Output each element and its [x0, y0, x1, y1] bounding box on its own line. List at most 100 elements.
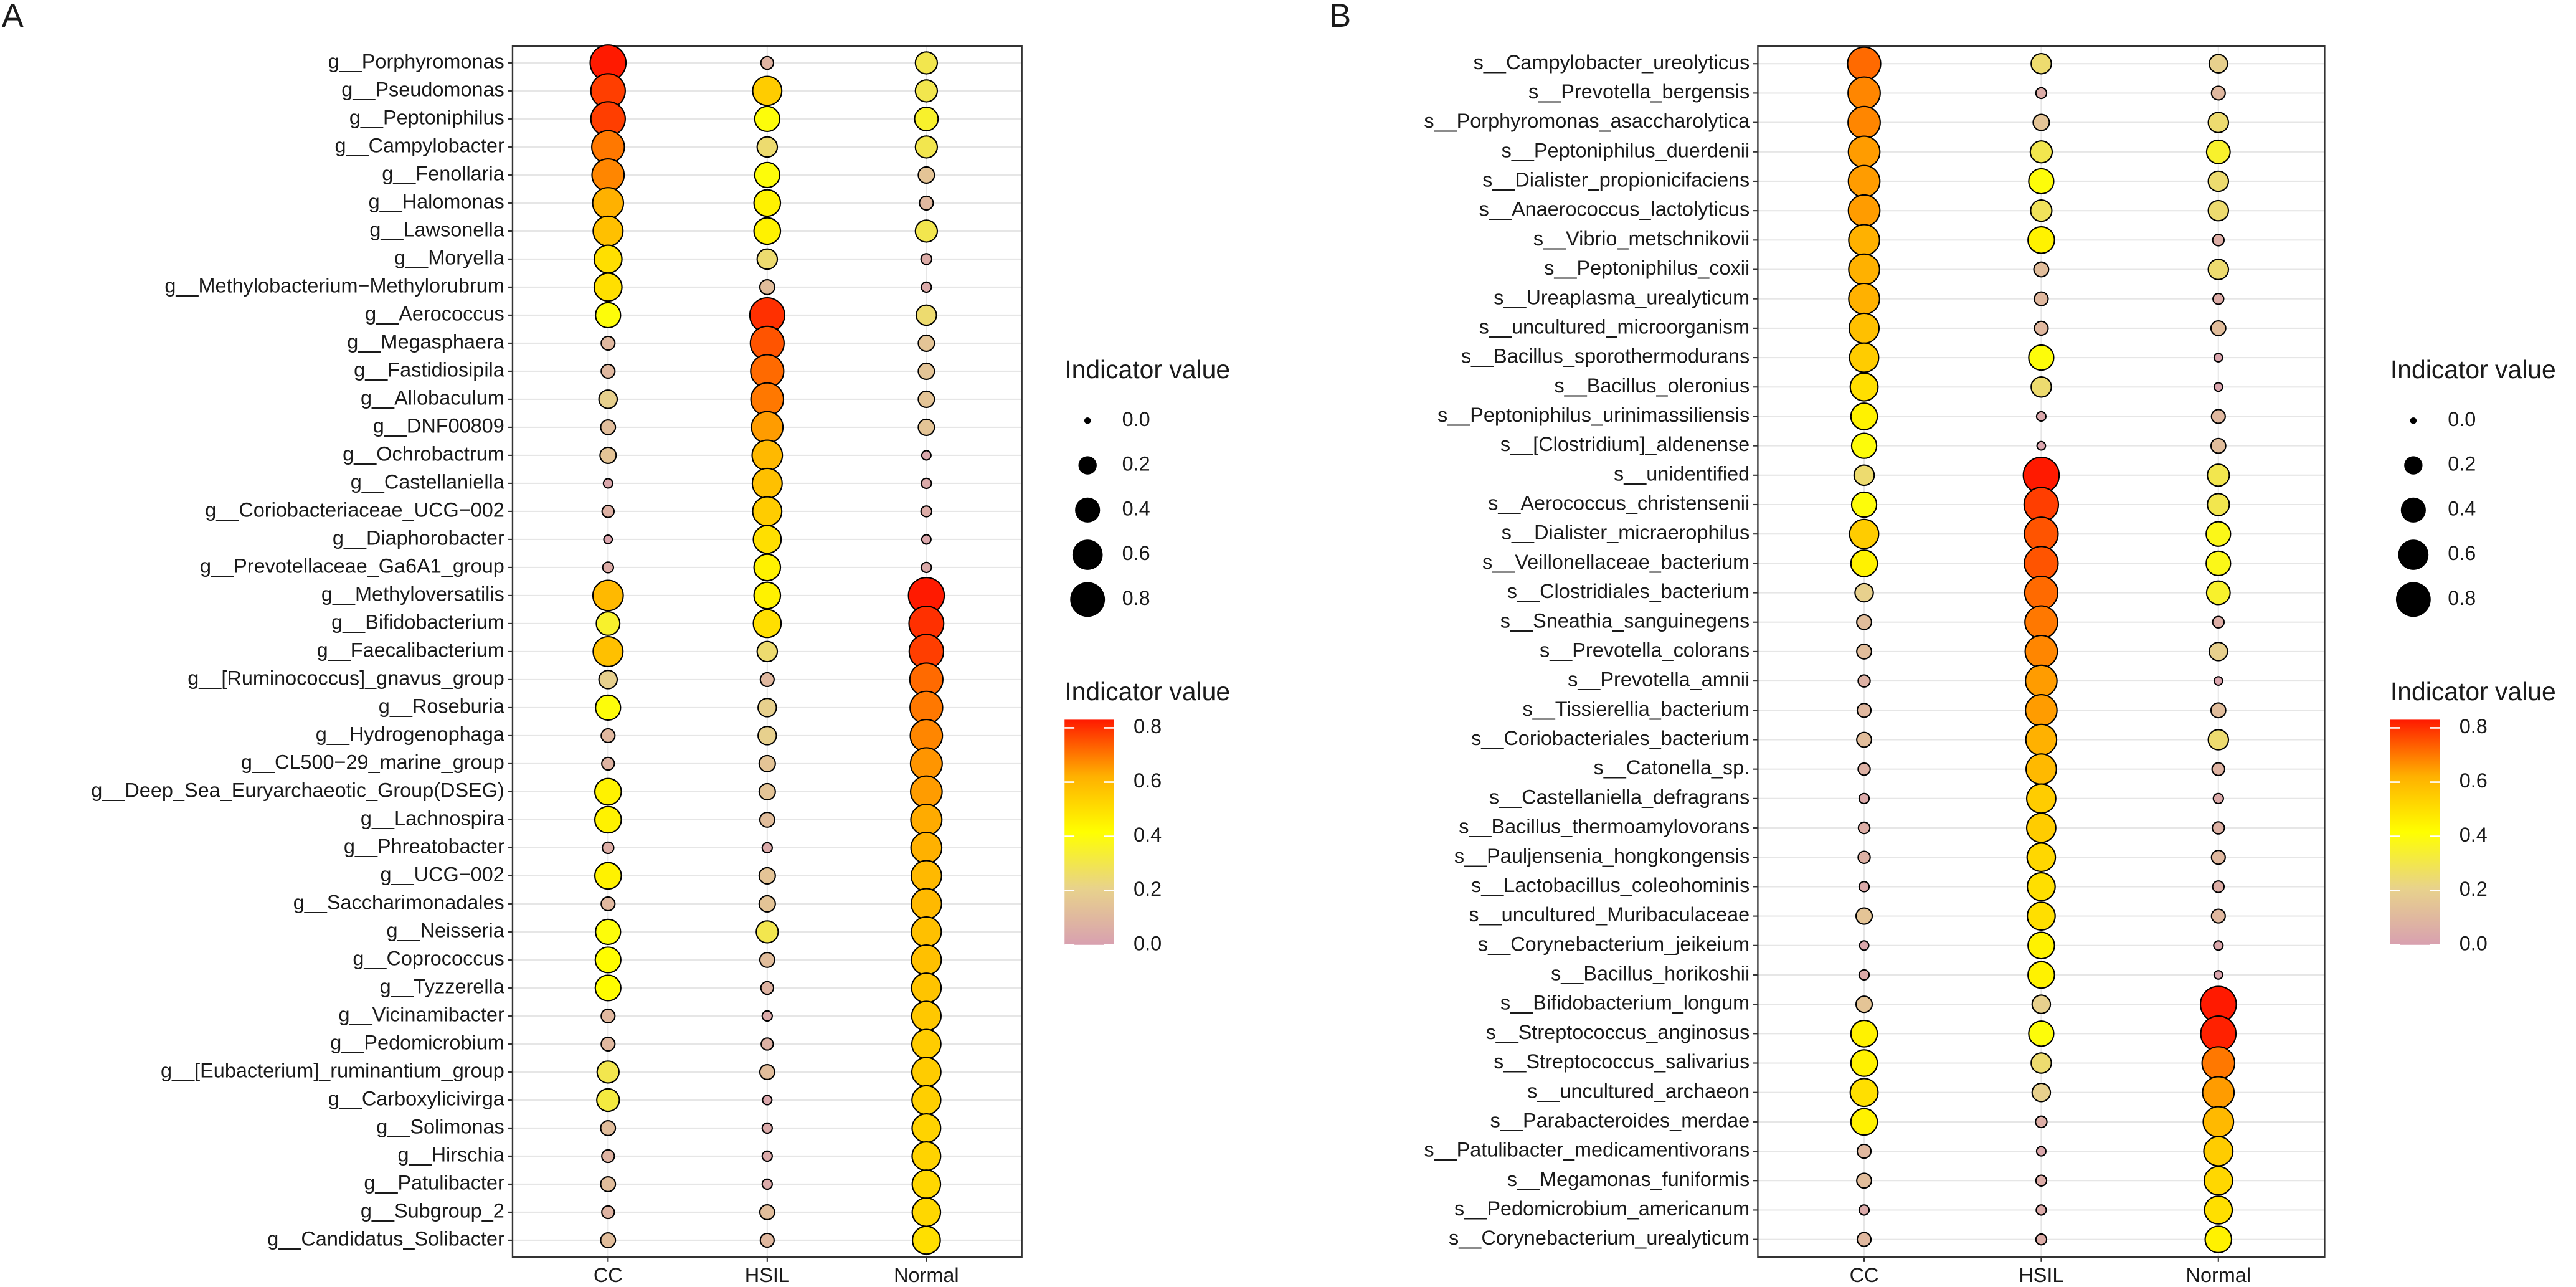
size-legend-label: 0.8: [2448, 587, 2476, 609]
y-tick-label: s__Tissierellia_bacterium: [1522, 698, 1750, 720]
dot: [919, 195, 934, 211]
dot: [911, 1141, 942, 1171]
dot: [758, 895, 776, 913]
y-tick-label: g__Coriobacteriaceae_UCG−002: [205, 498, 504, 521]
y-tick-label: s__Dialister_propionicifaciens: [1482, 169, 1750, 191]
y-tick-label: g__Castellaniella: [351, 470, 505, 493]
dot: [910, 888, 942, 920]
dot: [592, 635, 624, 667]
dot: [917, 418, 935, 436]
dot: [2203, 1136, 2234, 1167]
dot: [601, 1205, 615, 1220]
y-tick-label: g__Prevotellaceae_Ga6A1_group: [200, 554, 504, 577]
dot: [2202, 1106, 2235, 1138]
dot: [1847, 76, 1881, 110]
dot: [758, 867, 776, 885]
y-tick-label: g__Neisseria: [386, 919, 504, 941]
dot: [1847, 135, 1881, 169]
dot: [753, 581, 782, 610]
y-tick-label: s__Campylobacter_ureolyticus: [1474, 51, 1750, 74]
dot: [2035, 1115, 2048, 1129]
size-legend-title: Indicator value: [1064, 355, 1230, 384]
dot: [1850, 1108, 1878, 1136]
dot: [601, 505, 615, 518]
dot: [1858, 1204, 1870, 1216]
dot: [2027, 872, 2056, 901]
dot: [598, 389, 618, 409]
dot: [2028, 344, 2055, 371]
dot: [2024, 516, 2059, 552]
colorbar: [2390, 719, 2440, 945]
dot: [2025, 723, 2058, 756]
dot: [2030, 1052, 2052, 1074]
y-tick-label: s__Prevotella_bergensis: [1528, 80, 1750, 103]
dot: [911, 1197, 942, 1227]
dot: [1848, 253, 1880, 286]
y-tick-label: g__Pedomicrobium: [330, 1031, 504, 1053]
y-tick-label: g__Bifidobacterium: [331, 610, 504, 633]
dot: [921, 561, 932, 574]
dot: [1847, 194, 1881, 227]
dot: [761, 1178, 773, 1190]
dot: [911, 1113, 942, 1143]
dot: [600, 335, 616, 351]
dot: [596, 1060, 620, 1084]
dot: [593, 272, 623, 302]
dot: [920, 505, 933, 518]
y-tick-label: g__Ochrobactrum: [343, 442, 504, 465]
dot: [761, 1010, 773, 1022]
y-tick-label: g__Lawsonella: [369, 218, 504, 240]
dot: [2027, 226, 2055, 254]
dot: [2210, 908, 2226, 924]
y-tick-label: g__Megasphaera: [347, 330, 504, 353]
dot: [917, 390, 935, 408]
dot: [761, 1150, 773, 1162]
y-tick-label: s__Pedomicrobium_americanum: [1454, 1197, 1750, 1220]
dot: [2213, 970, 2223, 980]
dot: [761, 1122, 773, 1134]
dot: [2213, 676, 2223, 686]
dot: [2024, 605, 2058, 639]
dot: [754, 161, 780, 189]
dot: [1848, 224, 1880, 257]
y-tick-label: s__Corynebacterium_jeikeium: [1478, 933, 1750, 955]
colorbar-label: 0.4: [2460, 824, 2488, 846]
y-tick-label: g__Solimonas: [376, 1115, 504, 1137]
dot: [759, 952, 775, 968]
dot: [2024, 575, 2059, 610]
dot: [595, 302, 622, 329]
dot: [911, 1085, 942, 1116]
dot: [2207, 493, 2230, 516]
dot: [600, 1036, 616, 1052]
dot: [2212, 293, 2225, 305]
dot: [2030, 199, 2053, 222]
dot: [2026, 783, 2057, 814]
dot: [1849, 372, 1879, 402]
y-tick-label: s__Bacillus_oleronius: [1554, 374, 1750, 397]
dot: [2205, 139, 2231, 164]
dot: [2207, 259, 2230, 280]
dot: [2025, 753, 2057, 786]
dot: [2200, 1015, 2237, 1052]
panel-label: B: [1329, 0, 1351, 34]
size-legend-title: Indicator value: [2390, 355, 2556, 384]
dot: [598, 670, 618, 690]
dot: [2035, 1233, 2048, 1246]
dot: [594, 777, 622, 806]
dot: [759, 279, 775, 295]
size-legend-label: 0.0: [1122, 408, 1150, 430]
y-tick-label: g__Pseudomonas: [341, 78, 504, 100]
dot: [914, 106, 939, 131]
y-tick-label: s__Peptoniphilus_urinimassiliensis: [1437, 404, 1750, 426]
dot: [600, 1120, 617, 1136]
dot: [2205, 521, 2232, 547]
y-tick-label: s__Bacillus_thermoamylovorans: [1459, 815, 1750, 838]
y-tick-label: g__[Ruminococcus]_gnavus_group: [187, 667, 504, 689]
dot: [921, 477, 932, 490]
dot: [2024, 546, 2059, 581]
y-tick-label: g__Tyzzerella: [380, 975, 505, 997]
dot: [602, 841, 615, 855]
dot: [2207, 199, 2230, 222]
dot: [920, 253, 933, 265]
dot: [759, 812, 775, 828]
